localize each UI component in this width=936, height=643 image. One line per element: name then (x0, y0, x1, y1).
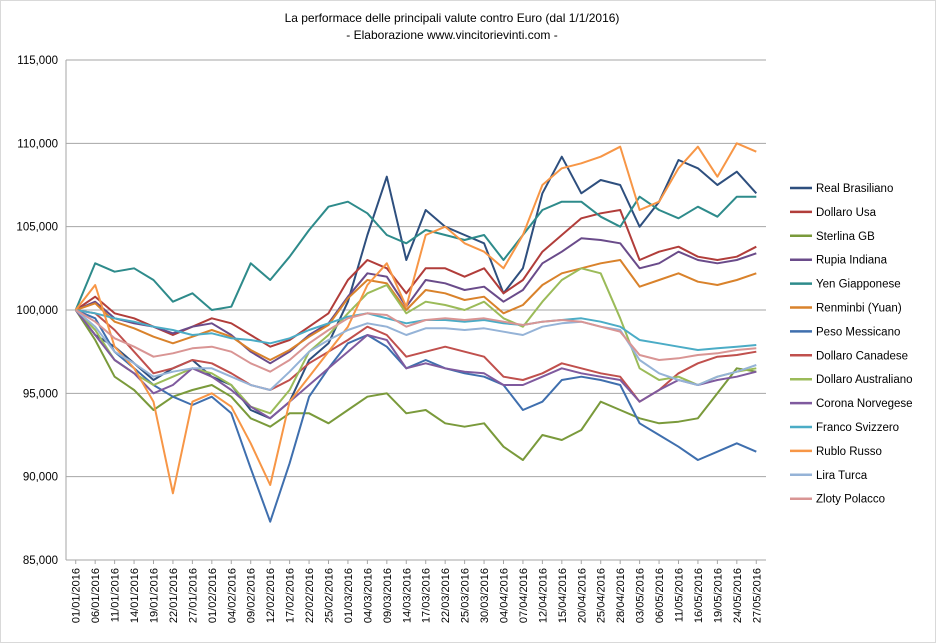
x-tick-label: 01/03/2016 (343, 568, 355, 623)
x-tick-label: 15/04/2016 (557, 568, 569, 623)
legend-label: Franco Svizzero (816, 422, 899, 434)
series-line-4 (74, 195, 757, 311)
series-line-11 (74, 142, 757, 495)
y-tick-label: 90,000 (23, 472, 58, 484)
legend-label: Peso Messicano (816, 326, 900, 338)
x-tick-label: 20/04/2016 (576, 568, 588, 623)
legend-label: Lira Turca (816, 470, 868, 482)
x-tick-label: 04/03/2016 (362, 568, 374, 623)
x-tick-label: 17/03/2016 (421, 568, 433, 623)
legend: Real Brasiliano Dollaro Usa Sterlina GB Rup… (790, 183, 913, 506)
legend-label: Rublo Russo (816, 446, 882, 458)
y-axis-ticks: 85,000 90,000 95,000 100,000 105,000 110,000 1… (16, 55, 58, 567)
series-line-5 (75, 259, 757, 361)
legend-label: Corona Norvegese (816, 398, 913, 410)
y-tick-label: 115,000 (17, 55, 58, 67)
x-tick-label: 22/03/2016 (440, 568, 452, 623)
x-tick-label: 14/01/2016 (129, 568, 141, 623)
legend-label: Dollaro Usa (816, 207, 877, 219)
x-tick-label: 27/05/2016 (751, 568, 763, 623)
x-tick-label: 30/03/2016 (479, 568, 491, 623)
y-tick-label: 85,000 (23, 555, 58, 567)
x-tick-label: 25/02/2016 (324, 568, 336, 623)
series-lines (74, 142, 758, 523)
x-tick-label: 22/02/2016 (304, 568, 316, 623)
series-line-2 (74, 309, 757, 461)
chart-subtitle: - Elaborazione www.vincitorievinti.com - (346, 28, 557, 42)
x-tick-label: 16/05/2016 (693, 568, 705, 623)
x-tick-label: 24/05/2016 (732, 568, 744, 623)
x-tick-label: 04/02/2016 (226, 568, 238, 623)
grid (65, 59, 766, 561)
legend-label: Dollaro Australiano (816, 374, 913, 386)
x-tick-label: 09/02/2016 (246, 568, 258, 623)
x-tick-label: 17/02/2016 (285, 568, 297, 623)
legend-label: Yen Giapponese (816, 279, 901, 291)
legend-label: Sterlina GB (816, 231, 875, 243)
x-tick-label: 22/01/2016 (168, 568, 180, 623)
x-tick-label: 19/01/2016 (149, 568, 161, 623)
series-line-12 (75, 309, 757, 391)
x-tick-label: 12/02/2016 (265, 568, 277, 623)
chart-title: La performace delle principali valute co… (285, 11, 620, 25)
legend-label: Renminbi (Yuan) (816, 303, 902, 315)
x-tick-label: 27/01/2016 (187, 568, 199, 623)
x-tick-label: 25/03/2016 (460, 568, 472, 623)
x-tick-label: 25/04/2016 (596, 568, 608, 623)
x-axis-ticks: 01/01/2016 06/01/2016 11/01/2016 14/01/2016… (71, 560, 763, 623)
x-tick-label: 06/05/2016 (654, 568, 666, 623)
series-line-3 (75, 237, 757, 365)
y-tick-label: 110,000 (17, 138, 58, 150)
legend-label: Real Brasiliano (816, 183, 893, 195)
x-tick-label: 14/03/2016 (401, 568, 413, 623)
y-tick-label: 105,000 (16, 222, 58, 234)
x-tick-label: 19/05/2016 (712, 568, 724, 623)
x-tick-label: 09/03/2016 (382, 568, 394, 623)
x-tick-label: 11/05/2016 (674, 568, 686, 622)
series-line-13 (75, 309, 757, 373)
legend-label: Dollaro Canadese (816, 350, 908, 362)
legend-label: Zloty Polacco (816, 494, 885, 506)
x-tick-label: 07/04/2016 (518, 568, 530, 623)
x-tick-label: 01/01/2016 (71, 568, 83, 623)
legend-label: Rupia Indiana (816, 255, 888, 267)
x-tick-label: 03/05/2016 (635, 568, 647, 623)
y-tick-label: 100,000 (16, 305, 58, 317)
y-tick-label: 95,000 (23, 388, 58, 400)
x-tick-label: 11/01/2016 (110, 568, 122, 622)
series-line-9 (74, 309, 757, 420)
x-tick-label: 01/02/2016 (207, 568, 219, 623)
x-tick-label: 04/04/2016 (499, 568, 511, 623)
x-tick-label: 06/01/2016 (90, 568, 102, 623)
x-tick-label: 28/04/2016 (615, 568, 627, 623)
series-line-10 (75, 309, 757, 351)
x-tick-label: 12/04/2016 (537, 568, 549, 623)
series-line-6 (75, 309, 757, 523)
